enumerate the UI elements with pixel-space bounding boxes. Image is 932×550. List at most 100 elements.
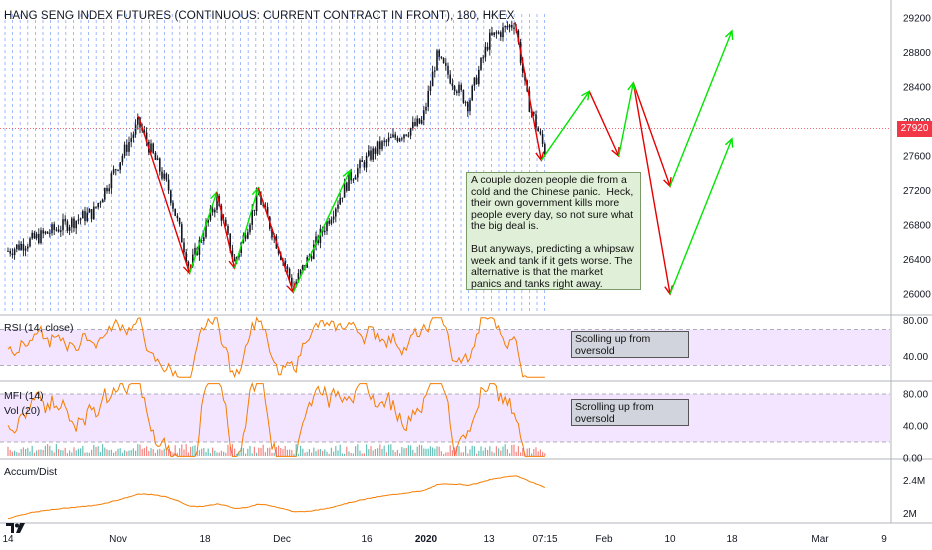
volume-bar [504,444,506,456]
price-tick-label: 27200 [903,186,931,197]
volume-bar [293,453,295,456]
candle-body [156,158,159,160]
volume-bar [388,444,390,456]
time-tick-label: 9 [881,534,887,545]
candle-body [93,206,95,220]
volume-bar [522,448,524,456]
candle-body [198,240,201,255]
candle-body [172,202,174,209]
candle-body [121,155,124,163]
candle-body [106,188,108,192]
volume-bar [84,452,86,456]
volume-bar [366,444,368,456]
volume-bar [317,449,319,456]
volume-bar [29,451,31,456]
candle-body [55,229,58,231]
volume-bar [447,452,449,456]
volume-bar [476,453,478,456]
volume-bar [348,451,350,456]
candle-body [79,218,82,220]
volume-bar [544,453,546,456]
volume-bar [377,448,379,456]
time-tick-label: 13 [483,534,495,545]
candle-body [394,134,396,138]
candle-body [249,224,251,233]
candle-body [473,77,476,86]
candle-body [192,254,194,266]
candle-body [84,211,86,221]
volume-bar [234,448,236,456]
volume-bar [249,445,251,456]
volume-bar [69,450,71,456]
mfi-note[interactable]: Scrolling up from oversold [571,399,689,426]
volume-bar [542,452,544,456]
candle-body [123,144,126,156]
volume-bar [414,452,416,456]
volume-bar [99,452,101,456]
volume-bar [473,446,475,456]
volume-bar [130,450,132,456]
time-tick-label: 2020 [415,534,438,545]
volume-bar [454,447,456,456]
volume-bar [152,449,154,456]
candle-body [174,208,176,216]
volume-bar [205,452,207,456]
volume-bar [297,453,299,456]
volume-bar [352,453,354,456]
volume-bar [214,450,216,456]
candle-body [104,188,106,200]
volume-bar [161,450,163,456]
candle-body [299,269,302,274]
volume-bar [326,451,328,456]
candle-body [229,233,231,251]
candle-body [500,32,502,37]
volume-bar [159,448,161,456]
candle-body [346,182,348,191]
candle-body [374,148,377,154]
volume-bar [498,448,500,456]
volume-bar [212,447,214,456]
candle-body [29,238,31,247]
volume-bar [443,454,445,456]
candle-body [152,143,154,153]
time-tick-label: 10 [664,534,676,545]
candle-body [225,219,227,226]
candle-body [137,117,139,125]
volume-bar [44,445,46,456]
accdist-tick-label: 2M [903,509,917,520]
volume-bar [374,449,376,456]
volume-bar [462,452,464,456]
candle-body [416,118,418,126]
candle-body [431,71,434,87]
candle-body [445,63,447,66]
volume-bar [102,444,104,456]
candle-body [163,173,165,179]
candle-body [167,179,170,191]
volume-bar [537,451,539,456]
volume-bar [458,446,460,456]
candle-body [401,138,403,140]
mfi-line [7,381,545,457]
candle-body [379,141,381,150]
projection-down-arrow [588,91,620,157]
rsi-line [7,316,545,379]
candle-body [86,212,88,221]
volume-bar [33,452,35,456]
rsi-note[interactable]: Scolling up from oversold [571,331,689,358]
volume-bar [31,445,33,456]
candle-body [504,26,506,28]
main-note[interactable]: A couple dozen people die from a cold an… [466,172,641,290]
volume-bar [240,448,242,456]
volume-bar [73,447,75,456]
candle-body [440,56,443,59]
volume-bar [418,444,420,456]
volume-bar [438,446,440,456]
volume-bar [471,445,473,456]
volume-bar [126,451,128,456]
volume-bar [115,451,117,456]
candle-body [533,111,535,115]
candle-body [414,122,416,126]
candle-body [390,137,392,139]
candle-body [372,148,374,160]
